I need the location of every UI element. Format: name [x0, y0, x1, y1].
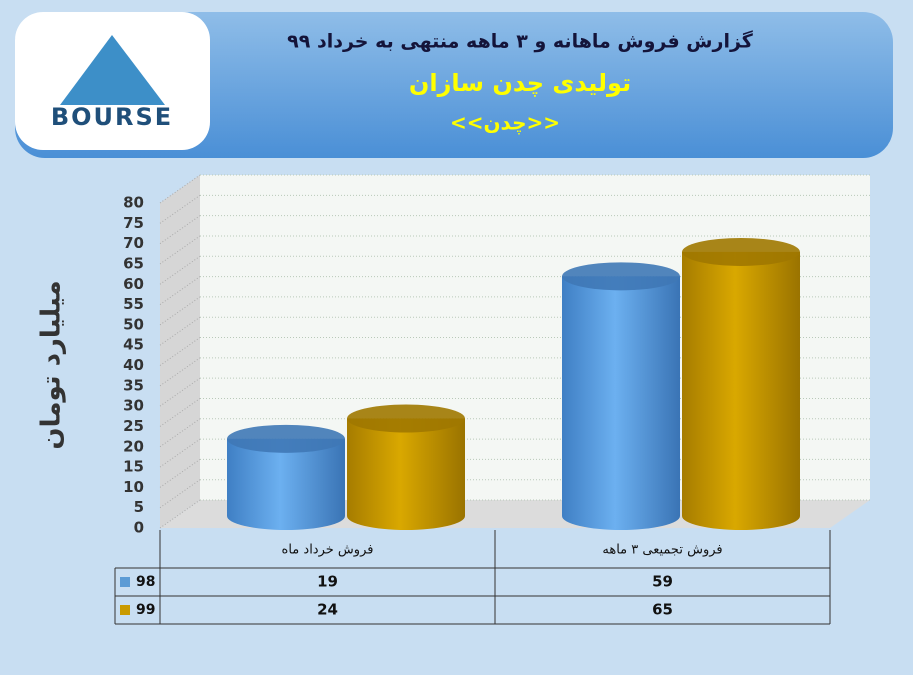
data-table: فروش خرداد ماه فروش تجمیعی ۳ ماهه 98 19 59 99… [114, 530, 831, 625]
y-tick-label: 60 [123, 275, 144, 293]
y-tick-label: 25 [123, 417, 144, 435]
y-tick-label: 15 [123, 458, 144, 476]
side-grid-line [159, 194, 201, 224]
bar [227, 424, 345, 530]
legend-label: 98 [136, 574, 155, 590]
bar-bottom [682, 502, 800, 530]
side-grid-line [159, 357, 201, 387]
bar-body [562, 276, 680, 516]
side-grid-line [159, 337, 201, 366]
side-grid-line [159, 398, 201, 427]
side-grid-line [159, 296, 201, 326]
y-tick-label: 55 [123, 295, 144, 313]
logo-triangle [60, 35, 165, 105]
side-grid-line [159, 377, 201, 407]
side-grid-line [159, 479, 201, 509]
side-grid-line [159, 255, 201, 285]
side-grid-line [159, 235, 201, 265]
y-tick-label: 75 [123, 214, 144, 232]
y-tick-label: 40 [123, 356, 144, 374]
bar-top [227, 424, 345, 453]
side-grid-line [159, 438, 201, 468]
y-tick-label: 50 [123, 315, 144, 333]
legend-label: 99 [136, 602, 155, 618]
y-tick-label: 0 [134, 519, 144, 537]
table-value: 19 [317, 573, 338, 591]
bar [347, 404, 465, 530]
symbol: <<چدن>> [450, 111, 560, 136]
bar-body [347, 418, 465, 516]
side-grid-line [159, 316, 201, 346]
legend-swatch [120, 605, 130, 615]
chart-subtitle: تولیدی چدن سازان [409, 69, 631, 97]
y-tick-label: 5 [134, 498, 144, 516]
y-tick-label: 30 [123, 397, 144, 415]
side-grid-line [159, 499, 201, 529]
chart-title: گزارش فروش ماهانه و ۳ ماهه منتهی به خردا… [287, 30, 754, 53]
bar-top [347, 404, 465, 433]
y-tick-label: 80 [123, 194, 144, 212]
bar [562, 262, 680, 530]
side-grid-line [159, 174, 201, 204]
legend-swatch [120, 577, 130, 587]
table-value: 24 [317, 601, 338, 619]
y-tick-label: 10 [123, 478, 144, 496]
side-grid-line [159, 458, 201, 488]
side-grid-line [159, 418, 201, 448]
logo-text: BOURSE [51, 103, 173, 131]
y-tick-label: 45 [123, 336, 144, 354]
x-tick-label: فروش خرداد ماه [282, 543, 374, 558]
y-axis-label: میلیارد تومان [37, 280, 67, 449]
table-value: 65 [652, 601, 673, 619]
bar-body [682, 251, 800, 516]
y-tick-label: 20 [123, 437, 144, 455]
y-tick-label: 65 [123, 254, 144, 272]
header-box [15, 12, 893, 158]
plot: 0 5 10 15 20 25 30 35 40 45 50 55 60 65 70 75 80 [123, 174, 870, 537]
bar-bottom [227, 502, 345, 530]
x-tick-label: فروش تجمیعی ۳ ماهه [602, 543, 722, 558]
bar-top [562, 262, 680, 291]
side-grid-line [159, 276, 201, 305]
bar-top [682, 237, 800, 266]
side-grid-line [159, 215, 201, 245]
y-tick-label: 70 [123, 234, 144, 252]
bar-bottom [562, 502, 680, 530]
bar [682, 237, 800, 530]
table-value: 59 [652, 573, 673, 591]
bar-bottom [347, 502, 465, 530]
y-tick-label: 35 [123, 376, 144, 394]
